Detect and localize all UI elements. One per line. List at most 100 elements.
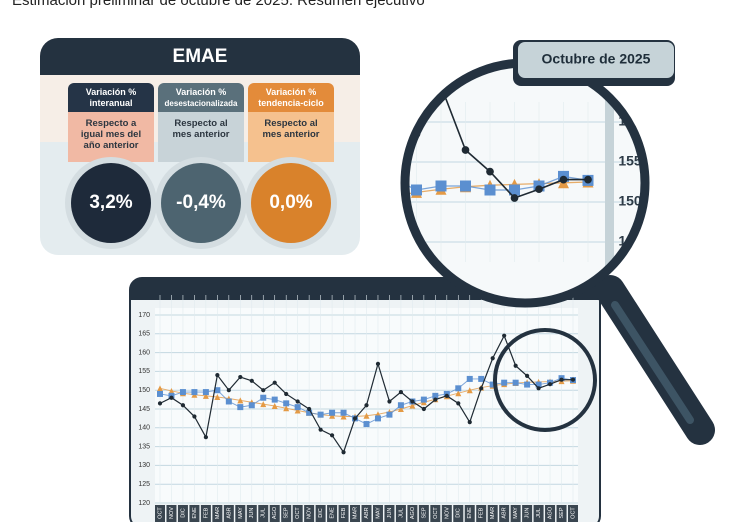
- month-cell: [292, 505, 303, 522]
- point: [119, 258, 127, 266]
- x-tick-label: AGO: [548, 506, 554, 519]
- month-cell: [372, 505, 383, 522]
- point: [191, 243, 202, 254]
- point: [502, 333, 507, 338]
- point: [559, 175, 568, 184]
- y-tick-label: 130: [138, 462, 150, 469]
- month-cell: [315, 505, 326, 522]
- y-tick-label: 120: [138, 500, 150, 507]
- x-tick-label: DIC: [456, 508, 462, 518]
- x-tick-label: MAY: [513, 507, 519, 519]
- month-cell: [338, 505, 349, 522]
- point: [215, 237, 226, 248]
- point: [45, 282, 53, 290]
- x-tick-label: OCT: [157, 507, 163, 519]
- x-tick-label: MAY: [238, 507, 244, 519]
- point: [340, 409, 347, 416]
- point: [19, 245, 30, 256]
- point: [410, 399, 415, 404]
- point: [478, 375, 485, 382]
- point: [512, 379, 519, 386]
- point: [456, 401, 461, 406]
- month-cell: [189, 505, 200, 522]
- point: [238, 374, 243, 380]
- point: [432, 392, 439, 399]
- heading-text: Variación %: [85, 87, 137, 97]
- month-cell: [350, 505, 361, 522]
- point: [387, 191, 398, 202]
- point: [117, 257, 128, 268]
- point: [241, 222, 249, 230]
- x-tick-label: OCT: [570, 507, 576, 519]
- card-column: Variación % interanual Respecto a igual m…: [68, 83, 154, 162]
- point: [584, 175, 592, 184]
- point: [166, 257, 177, 268]
- month-cell: [281, 505, 292, 522]
- value-dial: -0,4%: [161, 163, 241, 243]
- point: [166, 248, 177, 259]
- point: [93, 253, 104, 264]
- point: [313, 209, 324, 220]
- x-tick-label: ABR: [502, 507, 508, 518]
- point: [94, 330, 102, 338]
- focus-ring: [493, 328, 597, 432]
- x-tick-label: OCT: [295, 507, 301, 519]
- point: [157, 385, 163, 392]
- point: [433, 397, 438, 402]
- point: [0, 222, 4, 230]
- x-tick-label: JUL: [398, 508, 404, 518]
- month-cell: [568, 505, 578, 522]
- point: [388, 194, 396, 202]
- point: [143, 230, 151, 238]
- y-tick-label: 150: [138, 387, 150, 394]
- point: [437, 82, 445, 90]
- x-tick-label: DIC: [318, 508, 324, 518]
- zoom-axis-bar: [605, 65, 614, 301]
- point: [289, 209, 300, 220]
- x-tick-label: FEB: [479, 507, 485, 518]
- point: [93, 245, 104, 256]
- point: [306, 409, 313, 416]
- label-box: [518, 42, 674, 78]
- point: [169, 395, 174, 400]
- heading: Variación % tendencia-ciclo: [248, 83, 334, 112]
- point: [180, 403, 186, 408]
- point: [21, 238, 29, 246]
- point: [420, 396, 427, 403]
- point: [444, 393, 449, 398]
- month-cell: [212, 505, 223, 522]
- y-tick-label: 145: [138, 406, 150, 413]
- zoom-tick-label: 155: [618, 153, 642, 169]
- month-cell: [418, 505, 429, 522]
- y-tick-label: 165: [138, 331, 150, 338]
- month-cell: [155, 505, 165, 522]
- x-tick-label: JUL: [261, 508, 267, 518]
- month-cell: [166, 505, 177, 522]
- point: [536, 386, 541, 391]
- point: [363, 412, 370, 419]
- point: [307, 406, 312, 412]
- point: [490, 356, 495, 361]
- point: [271, 396, 278, 403]
- point: [214, 387, 221, 394]
- point: [397, 402, 404, 409]
- x-tick-label: JUN: [525, 508, 531, 519]
- point: [290, 218, 298, 226]
- zoom-tick-label: 150: [618, 193, 642, 209]
- y-tick-label: 155: [138, 368, 150, 375]
- heading: Variación % interanual: [68, 83, 154, 112]
- point: [513, 363, 518, 368]
- x-tick-label: ABR: [226, 507, 232, 518]
- x-tick-label: ABR: [364, 507, 370, 518]
- subheading: desestacionalizada: [164, 99, 238, 108]
- subheading: interanual: [89, 98, 133, 108]
- point: [466, 375, 473, 382]
- month-cell: [246, 505, 257, 522]
- point: [283, 400, 290, 407]
- heading: Variación % desestacionalizada: [158, 83, 244, 112]
- emae-card: EMAE Variación % interanual Respecto a ig…: [40, 38, 360, 255]
- x-tick-label: NOV: [444, 507, 450, 519]
- point: [329, 409, 336, 416]
- point: [237, 397, 244, 404]
